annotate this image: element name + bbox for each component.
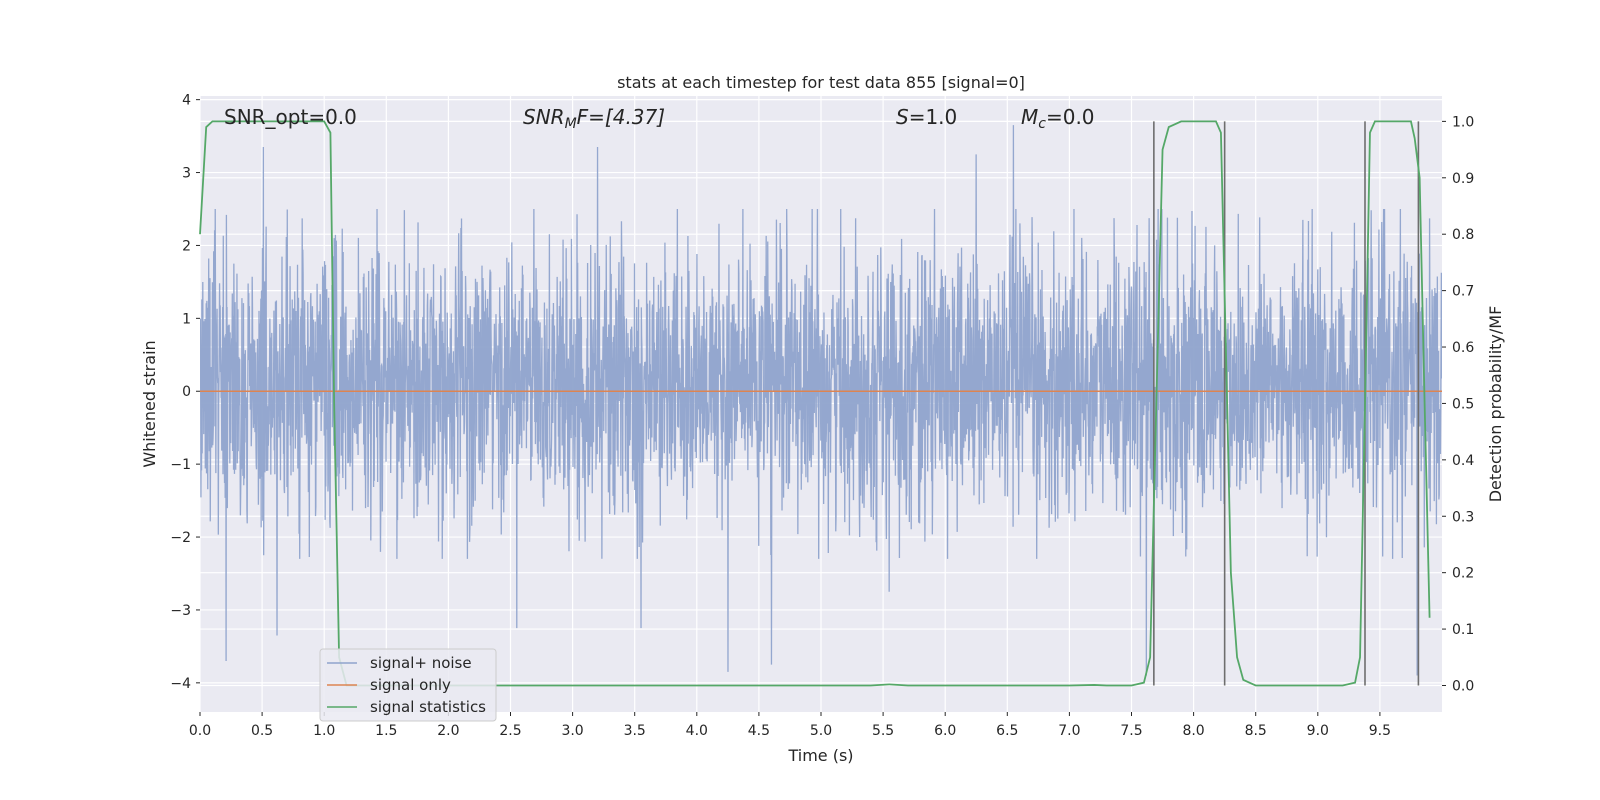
y-tick-label: −4 (170, 676, 191, 692)
x-tick-label: 7.0 (1058, 723, 1080, 739)
chart-title: stats at each timestep for test data 855… (617, 73, 1025, 92)
y2-tick-label: 0.5 (1452, 396, 1474, 412)
legend-label-signal-only: signal only (370, 676, 451, 694)
x-tick-label: 5.5 (872, 723, 894, 739)
annotation-s-main: S (896, 105, 909, 129)
y-tick-label: 3 (182, 166, 191, 182)
annotation-mc-main: M (1021, 105, 1038, 129)
x-tick-label: 2.0 (437, 723, 459, 739)
x-axis-ticks: 0.0 0.5 1.0 1.5 2.0 2.5 3.0 3.5 4.0 4.5 5.0 5.5 6.0 6… (189, 712, 1391, 739)
y2-axis-ticks: 1.0 0.9 0.8 0.7 0.6 0.5 0.4 0.3 0.2 0.1 0.0 (1442, 114, 1474, 694)
annotation-snr-mf: SNRMF=[4.37] (523, 105, 665, 132)
x-tick-label: 8.0 (1182, 723, 1204, 739)
y-tick-label: −2 (170, 530, 191, 546)
x-tick-label: 0.5 (251, 723, 273, 739)
x-tick-label: 2.5 (499, 723, 521, 739)
x-tick-label: 6.5 (996, 723, 1018, 739)
y-tick-label: 1 (182, 311, 191, 327)
series-signal-noise (200, 125, 1442, 683)
y2-tick-label: 0.6 (1452, 340, 1474, 356)
annotation-snr-mf-sub: M (565, 116, 577, 132)
signal-statistics-line (199, 120, 1431, 687)
y-tick-label: −3 (170, 603, 191, 619)
x-tick-label: 8.5 (1245, 723, 1267, 739)
y2-tick-label: 0.0 (1452, 678, 1474, 694)
y2-tick-label: 1.0 (1452, 114, 1474, 130)
x-tick-label: 3.0 (561, 723, 583, 739)
x-tick-label: 7.5 (1120, 723, 1142, 739)
annotation-snr-mf-rest: F=[4.37] (577, 105, 665, 129)
y-tick-label: −1 (170, 457, 191, 473)
x-tick-label: 6.0 (934, 723, 956, 739)
x-axis-label: Time (s) (787, 746, 853, 765)
x-tick-label: 9.5 (1369, 723, 1391, 739)
x-tick-label: 1.5 (375, 723, 397, 739)
annotation-s: S=1.0 (896, 105, 957, 129)
y2-tick-label: 0.1 (1452, 622, 1474, 638)
y-axis-label: Whitened strain (140, 340, 159, 467)
x-tick-label: 1.0 (313, 723, 335, 739)
signal-noise-line (200, 125, 1442, 683)
y-tick-label: 0 (182, 384, 191, 400)
legend-label-signal-statistics: signal statistics (370, 698, 486, 716)
y2-tick-label: 0.9 (1452, 171, 1474, 187)
annotation-mc-sub: c (1038, 116, 1046, 132)
y2-tick-label: 0.7 (1452, 284, 1474, 300)
x-tick-label: 3.5 (624, 723, 646, 739)
x-tick-label: 5.0 (810, 723, 832, 739)
legend-label-signal-noise: signal+ noise (370, 654, 472, 672)
x-tick-label: 4.5 (748, 723, 770, 739)
y2-tick-label: 0.8 (1452, 227, 1474, 243)
annotation-snr-opt: SNR_opt=0.0 (224, 105, 357, 129)
y2-tick-label: 0.3 (1452, 509, 1474, 525)
y-tick-label: 2 (182, 238, 191, 254)
legend: signal+ noise signal only signal statist… (319, 648, 497, 722)
annotation-snr-mf-main: SNR (523, 105, 565, 129)
y2-tick-label: 0.2 (1452, 566, 1474, 582)
annotation-s-rest: =1.0 (909, 105, 958, 129)
x-tick-label: 0.0 (189, 723, 211, 739)
legend-box (319, 648, 497, 722)
y-tick-label: 4 (182, 93, 191, 109)
series-signal-statistics (199, 120, 1431, 687)
annotation-mc: Mc=0.0 (1021, 105, 1095, 132)
y2-axis-label: Detection probability/MF (1486, 306, 1505, 503)
annotation-mc-rest: =0.0 (1046, 105, 1095, 129)
x-tick-label: 9.0 (1307, 723, 1329, 739)
x-tick-label: 4.0 (686, 723, 708, 739)
y-axis-ticks: 4 3 2 1 0 −1 −2 −3 −4 (170, 93, 200, 692)
y2-tick-label: 0.4 (1452, 453, 1474, 469)
